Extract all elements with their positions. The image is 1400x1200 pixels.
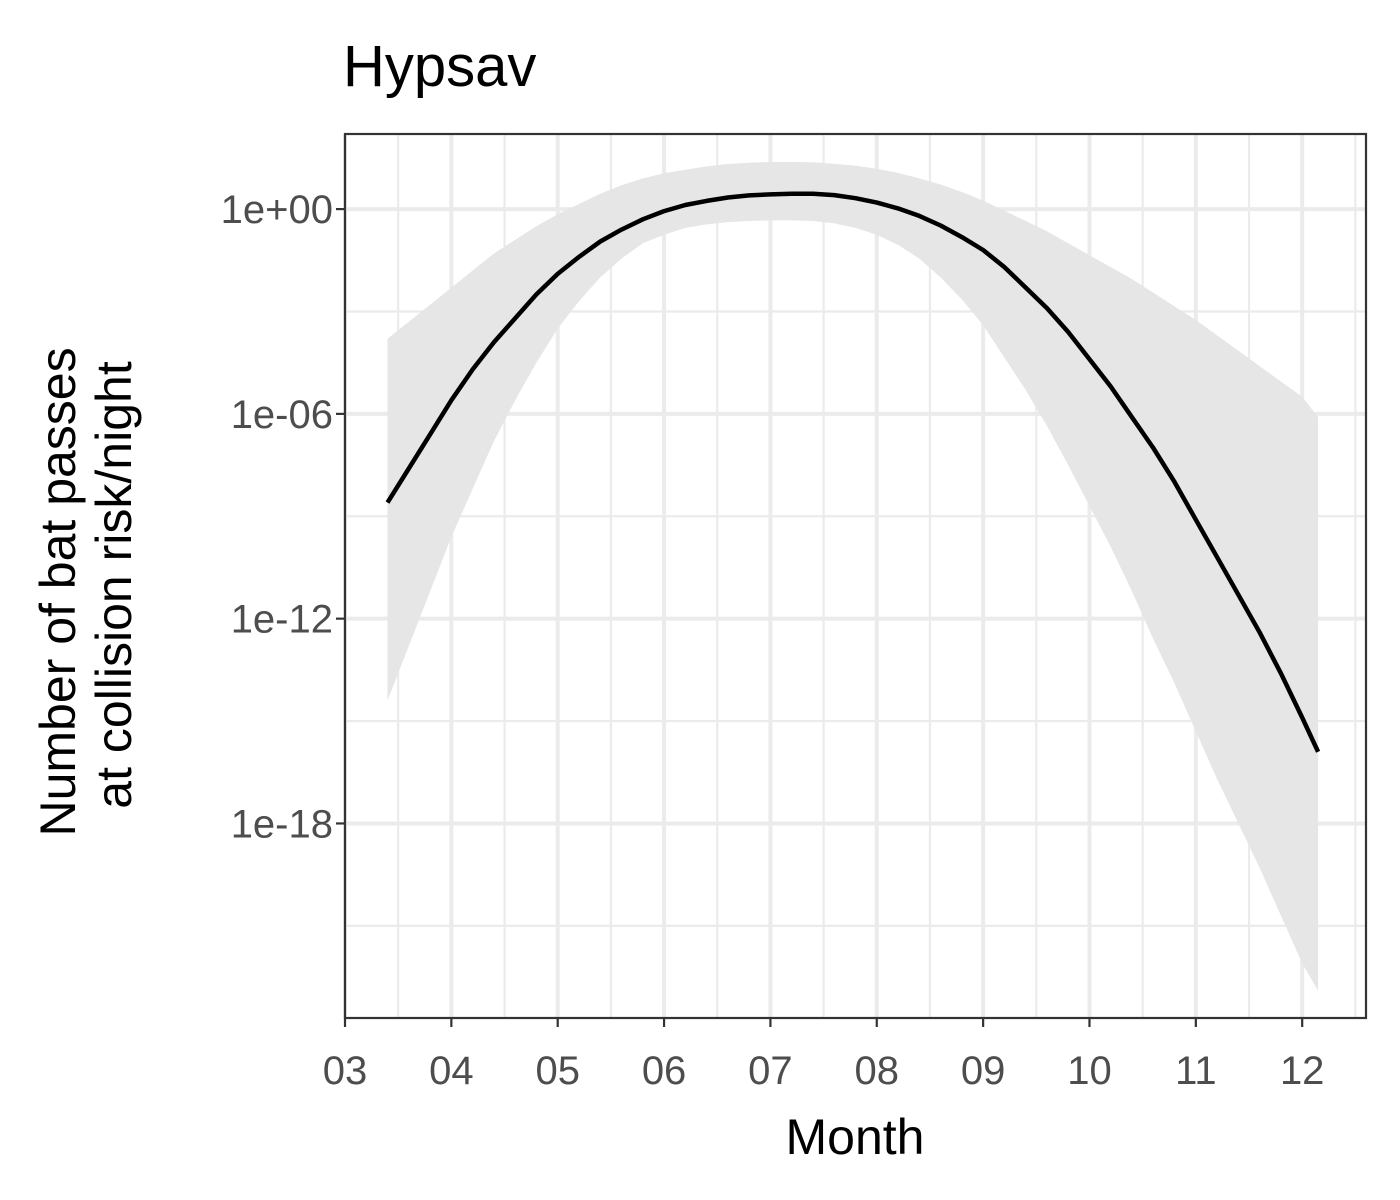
x-tick-label: 05 — [535, 1049, 580, 1093]
y-axis-title-line-1: Number of bat passes — [30, 347, 86, 836]
x-tick-label: 10 — [1067, 1049, 1112, 1093]
y-tick-label: 1e-06 — [231, 393, 333, 437]
x-tick-label: 11 — [1175, 1049, 1217, 1093]
y-tick-label: 1e-12 — [231, 598, 333, 642]
x-axis-title: Month — [786, 1109, 925, 1165]
x-tick-label: 04 — [429, 1049, 474, 1093]
confidence-band — [387, 162, 1319, 991]
x-tick-label: 07 — [748, 1049, 793, 1093]
y-tick-label: 1e-18 — [231, 802, 333, 846]
x-tick-label: 08 — [855, 1049, 900, 1093]
y-axis-title: Number of bat passes at collision risk/n… — [30, 333, 142, 836]
x-tick-label: 12 — [1280, 1049, 1325, 1093]
y-tick-label: 1e+00 — [221, 188, 333, 232]
series-line — [385, 191, 1321, 753]
x-tick-label: 06 — [642, 1049, 687, 1093]
y-axis: 1e+00 1e-06 1e-12 1e-18 — [221, 188, 345, 846]
x-tick-label: 03 — [323, 1049, 368, 1093]
y-axis-title-line-2: at collision risk/night — [86, 361, 142, 809]
plot-border — [343, 132, 1368, 1020]
x-axis: 03 04 05 06 07 08 09 10 11 12 — [323, 1018, 1325, 1093]
chart-title: Hypsav — [343, 34, 536, 99]
x-tick-label: 09 — [961, 1049, 1006, 1093]
